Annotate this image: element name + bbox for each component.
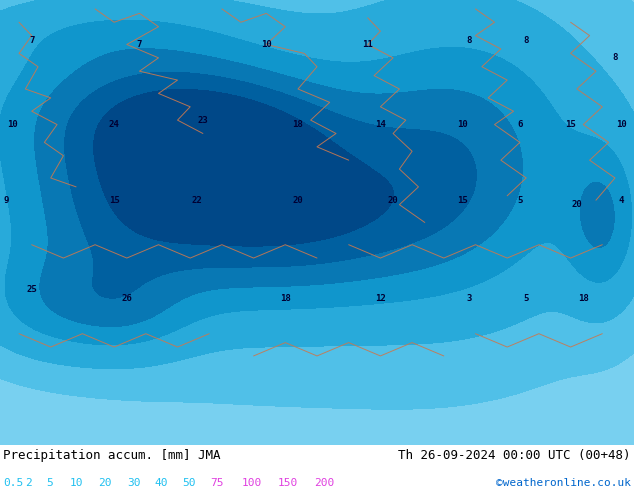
Text: 20: 20 [572, 200, 582, 209]
Text: 200: 200 [314, 478, 334, 488]
Text: 20: 20 [98, 478, 112, 488]
Text: 8: 8 [467, 36, 472, 45]
Text: 150: 150 [278, 478, 298, 488]
Text: 14: 14 [375, 120, 385, 129]
Text: 15: 15 [458, 196, 468, 205]
Text: 3: 3 [467, 294, 472, 303]
Text: 22: 22 [191, 196, 202, 205]
Text: 20: 20 [388, 196, 398, 205]
Text: 11: 11 [363, 40, 373, 49]
Text: 12: 12 [375, 294, 385, 303]
Text: 100: 100 [242, 478, 262, 488]
Text: 18: 18 [578, 294, 588, 303]
Text: 40: 40 [154, 478, 167, 488]
Text: 26: 26 [122, 294, 132, 303]
Text: 10: 10 [261, 40, 271, 49]
Text: 25: 25 [27, 285, 37, 294]
Text: Precipitation accum. [mm] JMA: Precipitation accum. [mm] JMA [3, 448, 221, 462]
Text: 8: 8 [612, 53, 618, 62]
Text: 7: 7 [29, 36, 34, 45]
Text: 0.5: 0.5 [3, 478, 23, 488]
Text: 10: 10 [458, 120, 468, 129]
Text: 50: 50 [182, 478, 195, 488]
Text: 24: 24 [109, 120, 119, 129]
Text: 5: 5 [46, 478, 53, 488]
Text: 18: 18 [293, 120, 303, 129]
Text: 30: 30 [127, 478, 140, 488]
Text: 23: 23 [198, 116, 208, 124]
Text: 75: 75 [210, 478, 224, 488]
Text: 4: 4 [619, 196, 624, 205]
Text: 10: 10 [70, 478, 83, 488]
Text: ©weatheronline.co.uk: ©weatheronline.co.uk [496, 478, 631, 488]
Text: 10: 10 [616, 120, 626, 129]
Text: 10: 10 [8, 120, 18, 129]
Text: 18: 18 [280, 294, 290, 303]
Text: 8: 8 [524, 36, 529, 45]
Text: 15: 15 [566, 120, 576, 129]
Text: 15: 15 [109, 196, 119, 205]
Text: 6: 6 [517, 120, 522, 129]
Text: 5: 5 [524, 294, 529, 303]
Text: 20: 20 [293, 196, 303, 205]
Text: 9: 9 [4, 196, 9, 205]
Text: Th 26-09-2024 00:00 UTC (00+48): Th 26-09-2024 00:00 UTC (00+48) [398, 448, 631, 462]
Text: 7: 7 [137, 40, 142, 49]
Text: 5: 5 [517, 196, 522, 205]
Text: 2: 2 [25, 478, 32, 488]
